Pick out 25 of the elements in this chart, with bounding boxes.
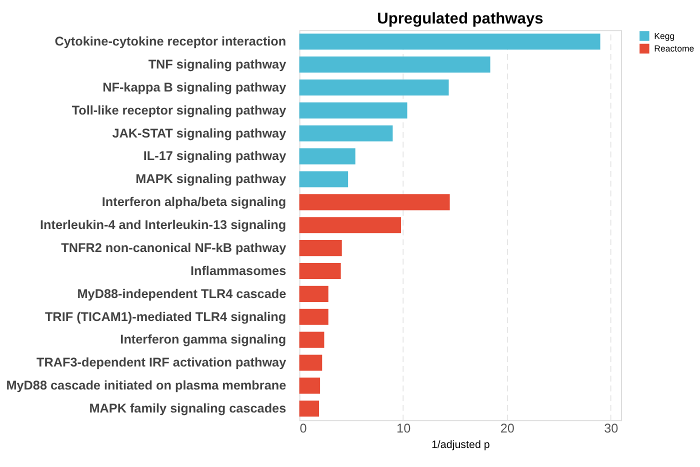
y-tick-label: MAPK family signaling cascades xyxy=(89,402,286,416)
x-tick-label: 0 xyxy=(300,421,307,436)
y-tick-label: TNF signaling pathway xyxy=(148,57,286,72)
x-tick-label: 20 xyxy=(500,421,514,436)
y-tick-label: JAK-STAT signaling pathway xyxy=(112,126,286,140)
chart-title: Upregulated pathways xyxy=(377,10,544,28)
y-tick-label: MyD88-independent TLR4 cascade xyxy=(77,286,286,301)
x-tick-label: 30 xyxy=(604,421,618,436)
y-tick-label: MAPK signaling pathway xyxy=(136,172,286,186)
y-tick-label: Interleukin-4 and Interleukin-13 signaling xyxy=(40,218,286,232)
y-tick-label: Toll-like receptor signaling pathway xyxy=(72,103,286,118)
x-tick-label: 10 xyxy=(396,421,411,436)
y-tick-label: IL-17 signaling pathway xyxy=(143,149,286,164)
y-tick-label: Interferon gamma signaling xyxy=(120,332,286,347)
y-tick-label: TRAF3-dependent IRF activation pathway xyxy=(36,356,286,370)
y-tick-label: Cytokine-cytokine receptor interaction xyxy=(54,34,286,49)
y-tick-label: TRIF (TICAM1)-mediated TLR4 signaling xyxy=(44,310,286,324)
y-tick-label: MyD88 cascade initiated on plasma membrane xyxy=(6,378,286,393)
y-tick-label: Interferon alpha/beta signaling xyxy=(102,195,286,210)
legend-label: Reactome xyxy=(654,44,694,54)
y-tick-label: Inflammasomes xyxy=(190,264,286,278)
legend-label: Kegg xyxy=(654,30,675,41)
y-tick-label: NF-kappa B signaling pathway xyxy=(102,80,286,94)
y-tick-label: TNFR2 non-canonical NF-kB pathway xyxy=(61,240,286,255)
x-axis-title: 1/adjusted p xyxy=(431,438,490,451)
